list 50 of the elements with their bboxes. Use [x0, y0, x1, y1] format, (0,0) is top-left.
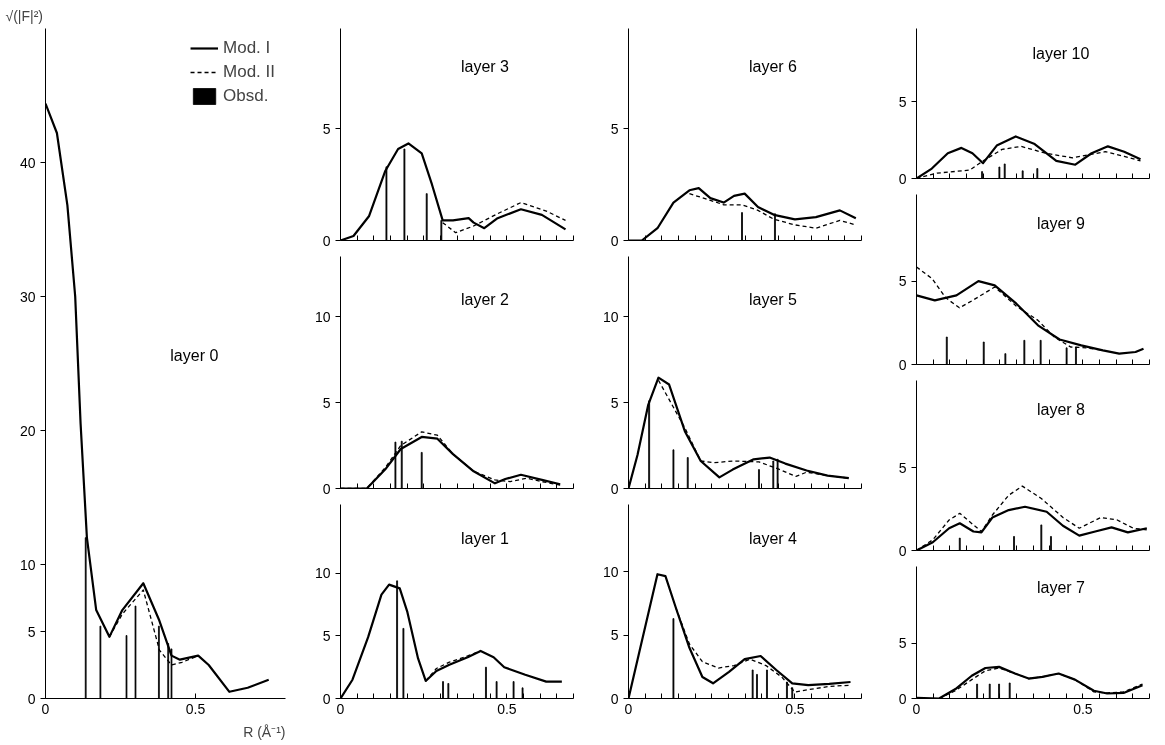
y-tick-label: 5 [898, 93, 907, 110]
x-tick-label: 0 [41, 700, 50, 717]
y-tick-label: 10 [19, 556, 36, 573]
text: layer 10 [1032, 44, 1090, 62]
x-tick-label: 0.5 [785, 700, 805, 717]
y-tick-label: 10 [314, 565, 331, 582]
y-tick-label: 0 [898, 356, 907, 373]
text: layer 7 [1036, 578, 1086, 596]
y-tick-label: 5 [610, 120, 619, 137]
y-tick-label: 0 [322, 480, 331, 497]
y-tick-label: 0 [898, 170, 907, 187]
y-tick-label: 5 [898, 635, 907, 652]
y-tick-label: 5 [322, 627, 331, 644]
x-tick-label: 0.5 [497, 700, 517, 717]
y-tick-label: 5 [610, 627, 619, 644]
y-tick-label: 10 [314, 308, 331, 325]
legend-label: Mod. II [223, 62, 275, 82]
legend-label: Obsd. [223, 86, 269, 106]
y-tick-label: 0 [610, 232, 619, 249]
y-tick-label: 20 [19, 422, 36, 439]
y-tick-label: 5 [322, 120, 331, 137]
text: layer 9 [1036, 214, 1086, 232]
y-tick-label: 10 [602, 308, 619, 325]
y-tick-label: 0 [610, 480, 619, 497]
text: layer 5 [748, 290, 798, 308]
y-tick-label: 5 [898, 459, 907, 476]
text: layer 4 [748, 530, 798, 548]
x-tick-label: 0.5 [185, 700, 206, 717]
text: layer 1 [460, 530, 510, 548]
legend-label: Mod. I [223, 38, 271, 58]
x-tick-label: 0.5 [1073, 700, 1093, 717]
text: layer 3 [460, 58, 510, 76]
y-tick-label: 5 [27, 623, 36, 640]
y-tick-label: 5 [322, 394, 331, 411]
text: layer 6 [748, 58, 798, 76]
text: layer 8 [1036, 400, 1086, 418]
x-tick-label: 0 [624, 700, 633, 717]
x-tick-label: 0 [336, 700, 345, 717]
y-tick-label: 5 [898, 273, 907, 290]
x-axis-title: R (Å⁻¹) [243, 723, 286, 740]
y-tick-label: 30 [19, 288, 36, 305]
x-tick-label: 0 [912, 700, 921, 717]
y-axis-title: √(|F|²) [5, 7, 43, 24]
y-tick-label: 0 [898, 542, 907, 559]
y-tick-label: 40 [19, 154, 36, 171]
text: layer 2 [460, 290, 510, 308]
text: layer 0 [170, 346, 219, 364]
y-tick-label: 10 [602, 563, 619, 580]
y-tick-label: 0 [322, 232, 331, 249]
y-tick-label: 5 [610, 394, 619, 411]
